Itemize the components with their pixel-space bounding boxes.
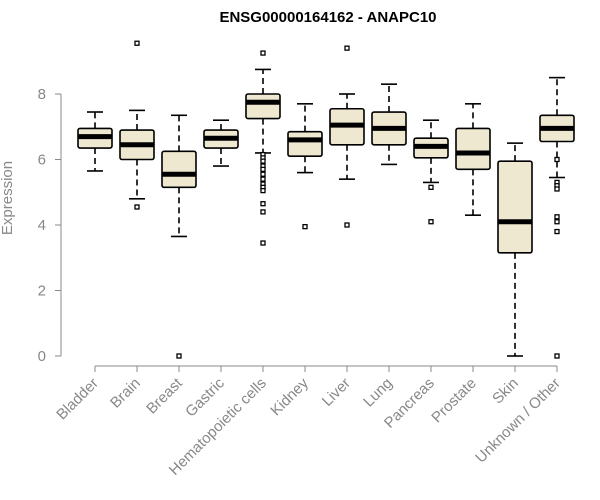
- outlier-point: [260, 209, 266, 215]
- outlier-point: [260, 201, 266, 207]
- x-tick-label: Bladder: [53, 375, 102, 424]
- box-iqr: [245, 93, 281, 120]
- box-group: [287, 103, 323, 230]
- outlier-point: [554, 186, 560, 192]
- outlier-point: [134, 40, 140, 46]
- outlier-point: [260, 187, 266, 194]
- y-axis-label: Expression: [0, 161, 16, 235]
- x-tick-label: Skin: [489, 375, 522, 408]
- box-group: [455, 103, 491, 216]
- box-iqr: [287, 130, 323, 158]
- box-group: [203, 119, 239, 167]
- x-tick-label: Liver: [319, 375, 354, 410]
- outlier-point: [554, 214, 560, 220]
- outlier-point: [344, 45, 350, 51]
- y-tick-label: 4: [38, 217, 46, 234]
- box-group: [245, 50, 281, 246]
- x-tick-label: Kidney: [267, 374, 312, 419]
- y-axis-ticks: 0 2 4 6 8: [38, 86, 61, 365]
- y-tick-label: 2: [38, 283, 46, 300]
- outlier-point: [260, 166, 266, 172]
- outlier-point: [260, 176, 266, 182]
- box-iqr: [161, 150, 197, 189]
- outlier-point: [428, 184, 434, 190]
- chart-title: ENSG00000164162 - ANAPC10: [219, 9, 436, 26]
- box-group: [77, 111, 113, 172]
- outlier-point: [176, 353, 182, 359]
- box-group: [497, 142, 533, 357]
- box-iqr: [497, 160, 533, 254]
- outlier-point: [260, 158, 266, 164]
- box-group: [161, 114, 197, 359]
- boxes-layer: [77, 40, 575, 359]
- outlier-point: [260, 171, 266, 177]
- y-tick-label: 0: [38, 348, 46, 365]
- outlier-point: [134, 204, 140, 210]
- y-tick-label: 8: [38, 86, 46, 103]
- outlier-point: [554, 156, 560, 163]
- outlier-point: [344, 222, 350, 228]
- box-group: [371, 83, 407, 166]
- outlier-point: [260, 50, 266, 56]
- box-group: [413, 119, 449, 225]
- box-group: [539, 76, 575, 359]
- x-tick-label: Breast: [143, 374, 186, 417]
- x-tick-label: Brain: [107, 375, 144, 412]
- x-tick-label: Lung: [360, 375, 396, 411]
- box-group: [119, 40, 155, 210]
- box-group: [329, 45, 365, 228]
- x-tick-label: Prostate: [428, 375, 480, 427]
- outlier-point: [428, 219, 434, 225]
- outlier-point: [554, 228, 560, 235]
- y-tick-label: 6: [38, 152, 46, 169]
- outlier-point: [554, 353, 560, 359]
- outlier-point: [302, 223, 308, 230]
- outlier-point: [260, 240, 266, 246]
- outlier-point: [554, 219, 560, 225]
- box-iqr: [455, 127, 491, 171]
